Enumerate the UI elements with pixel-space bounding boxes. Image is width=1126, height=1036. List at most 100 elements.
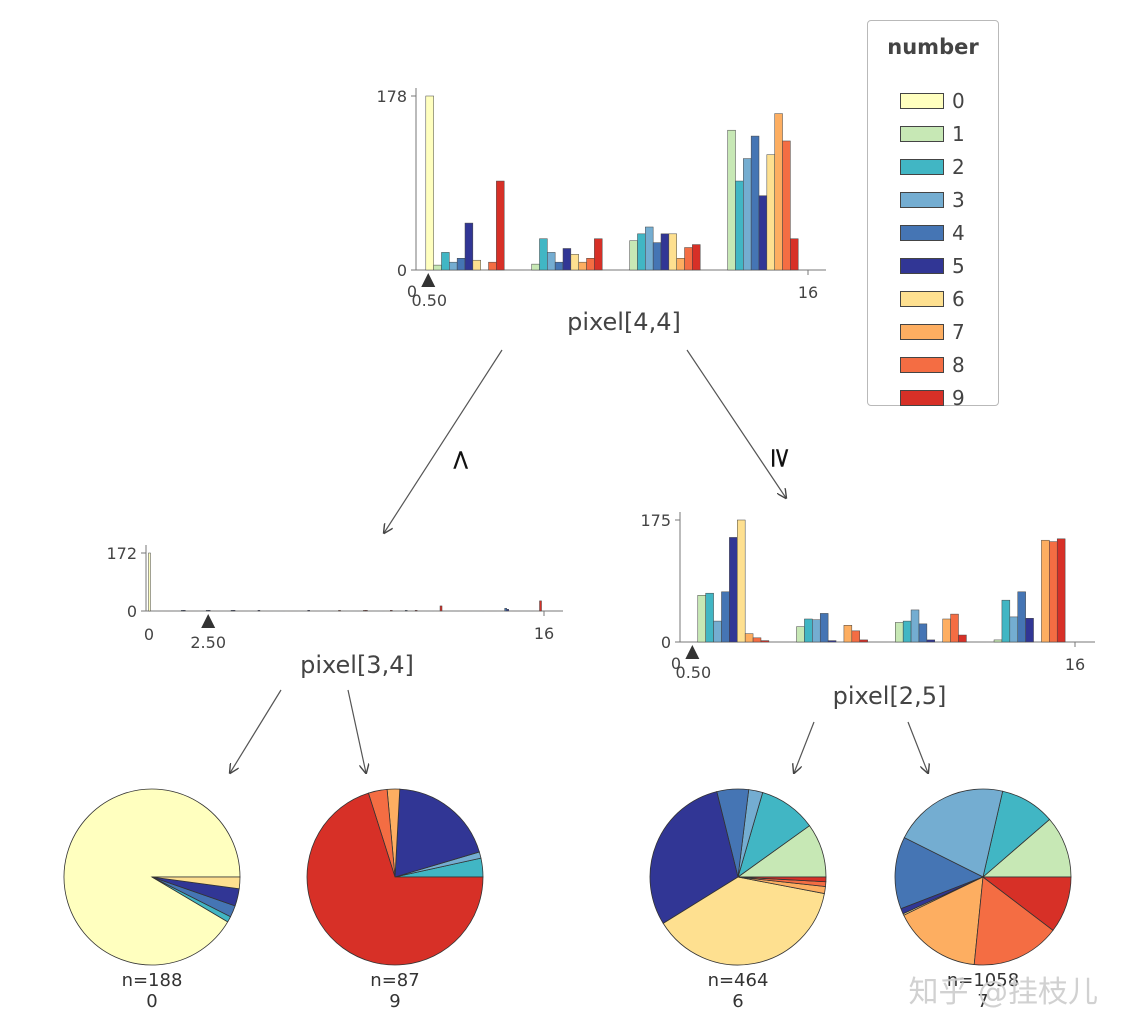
pie-slice bbox=[981, 818, 1072, 878]
bar bbox=[183, 610, 186, 612]
edge-right-leaf2 bbox=[794, 721, 815, 773]
x-tick-label-zero: 0 bbox=[671, 654, 681, 673]
bar bbox=[439, 605, 443, 612]
bar bbox=[721, 591, 730, 643]
bar bbox=[652, 242, 662, 271]
threshold-label: 2.50 bbox=[190, 633, 226, 652]
leaf-sample-count: n=1058 bbox=[947, 970, 1019, 991]
bar bbox=[668, 233, 677, 271]
bar bbox=[895, 622, 904, 643]
bar bbox=[676, 258, 685, 271]
pie-slice bbox=[151, 876, 241, 890]
bar bbox=[926, 639, 936, 643]
legend-item-1: 1 bbox=[900, 122, 965, 146]
legend-label: 9 bbox=[952, 386, 965, 410]
y-tick-label-zero: 0 bbox=[661, 633, 671, 652]
bar bbox=[554, 261, 564, 271]
bar bbox=[1025, 618, 1034, 643]
bar bbox=[684, 247, 693, 271]
legend-swatch bbox=[900, 324, 944, 340]
bar bbox=[766, 154, 775, 271]
edge-left-leaf0 bbox=[230, 689, 282, 773]
leaf-sample-count: n=87 bbox=[370, 970, 419, 991]
legend-item-9: 9 bbox=[900, 386, 965, 410]
leaf-class-label: 6 bbox=[732, 991, 743, 1012]
bar bbox=[843, 625, 853, 643]
legend-item-0: 0 bbox=[900, 89, 965, 113]
legend-title: number bbox=[887, 35, 979, 59]
bar bbox=[827, 640, 837, 643]
bar bbox=[804, 618, 813, 643]
leaf-class-label: 7 bbox=[977, 991, 988, 1012]
x-tick-label-max: 16 bbox=[798, 283, 818, 302]
bar bbox=[425, 95, 434, 271]
legend-label: 4 bbox=[952, 221, 965, 245]
bar bbox=[744, 633, 754, 643]
bar bbox=[819, 613, 829, 643]
bar bbox=[1056, 538, 1066, 643]
bar bbox=[539, 600, 542, 612]
leaf-class-label: 0 bbox=[146, 991, 157, 1012]
legend-swatch bbox=[900, 258, 944, 274]
bar bbox=[660, 233, 670, 271]
legend-swatch bbox=[900, 357, 944, 373]
threshold-label: 0.50 bbox=[676, 663, 712, 682]
x-tick-label-max: 16 bbox=[1065, 655, 1085, 674]
pie-slice bbox=[903, 876, 984, 965]
edge-root-left bbox=[384, 349, 503, 533]
bar bbox=[205, 610, 209, 612]
legend-item-3: 3 bbox=[900, 188, 965, 212]
x-tick-label-zero: 0 bbox=[407, 282, 417, 301]
bar bbox=[307, 610, 310, 612]
threshold-label: 0.50 bbox=[411, 291, 447, 310]
pie-slice bbox=[662, 876, 825, 966]
legend-item-7: 7 bbox=[900, 320, 965, 344]
bar bbox=[692, 244, 701, 271]
pie-slice bbox=[973, 876, 1054, 966]
bar bbox=[758, 195, 768, 271]
bar bbox=[727, 129, 736, 271]
bar bbox=[1049, 541, 1058, 643]
bar bbox=[472, 259, 481, 271]
edge-right-leaf3 bbox=[907, 721, 928, 773]
bar bbox=[365, 610, 368, 612]
edge-left-leaf1 bbox=[347, 689, 366, 773]
bar bbox=[404, 610, 408, 612]
bar bbox=[645, 226, 654, 271]
bar bbox=[570, 254, 579, 271]
pie-slice bbox=[894, 837, 984, 910]
bar bbox=[148, 552, 151, 612]
bar bbox=[1009, 616, 1018, 643]
legend-item-4: 4 bbox=[900, 221, 965, 245]
edge-label-less: < bbox=[445, 448, 478, 471]
split-feature-label: pixel[2,5] bbox=[833, 682, 947, 710]
x-tick-label-zero: 0 bbox=[144, 625, 154, 644]
legend-label: 7 bbox=[952, 320, 965, 344]
legend-label: 2 bbox=[952, 155, 965, 179]
legend-swatch bbox=[900, 192, 944, 208]
bar bbox=[414, 610, 418, 612]
pie-slice bbox=[306, 792, 484, 966]
bar bbox=[257, 610, 261, 612]
bar bbox=[181, 610, 184, 612]
legend-box: number 0 1 2 3 4 5 6 7 8 9 bbox=[867, 20, 999, 410]
bar bbox=[562, 248, 572, 271]
bar bbox=[464, 222, 474, 271]
bar bbox=[207, 610, 211, 612]
x-tick-label-max: 16 bbox=[534, 624, 554, 643]
pie-slice bbox=[394, 788, 480, 878]
bar bbox=[942, 618, 951, 643]
bar bbox=[812, 619, 821, 643]
legend-item-6: 6 bbox=[900, 287, 965, 311]
legend-label: 8 bbox=[952, 353, 965, 377]
leaf-sample-count: n=188 bbox=[122, 970, 183, 991]
edge-label-greater-equal: ≥ bbox=[765, 446, 798, 469]
threshold-marker bbox=[685, 645, 700, 659]
bar bbox=[338, 610, 341, 612]
bar bbox=[539, 238, 548, 271]
bar bbox=[774, 113, 783, 271]
bar bbox=[993, 639, 1003, 643]
bar bbox=[531, 263, 540, 271]
